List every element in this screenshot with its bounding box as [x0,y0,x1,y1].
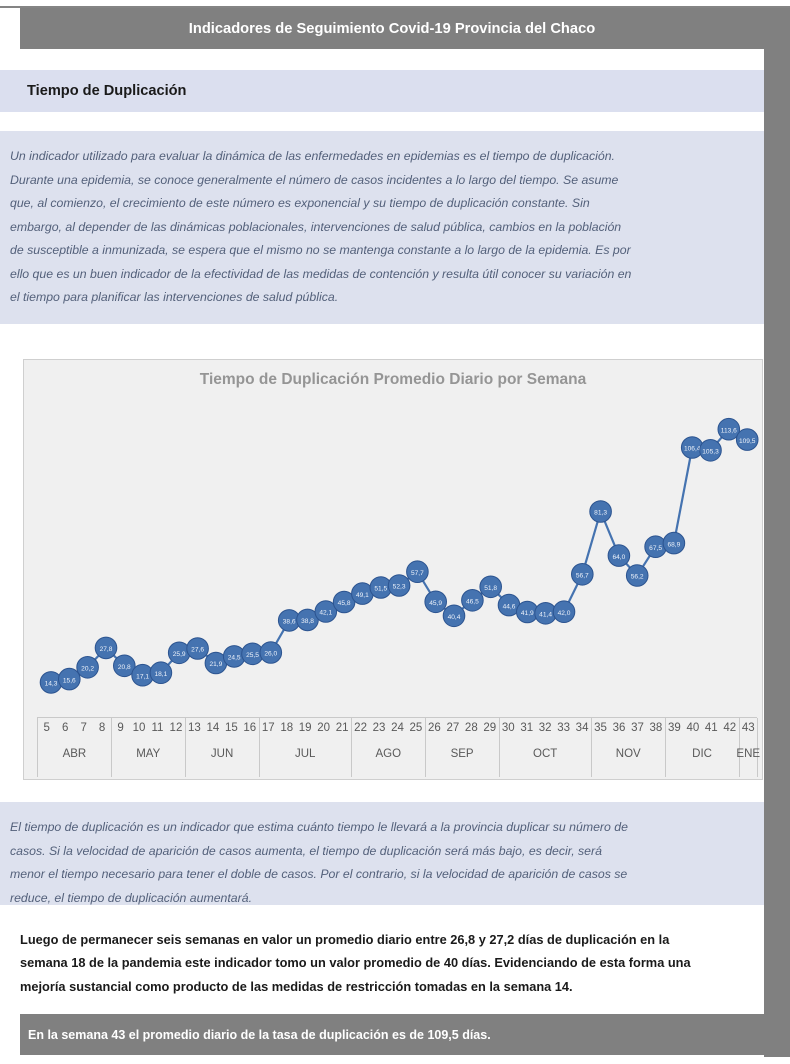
svg-text:25,9: 25,9 [173,651,186,658]
svg-text:21,9: 21,9 [209,661,222,668]
svg-text:81,3: 81,3 [594,510,607,517]
svg-text:18,1: 18,1 [154,671,167,678]
svg-text:113,6: 113,6 [721,427,737,434]
svg-text:46,5: 46,5 [466,599,479,606]
svg-text:15,6: 15,6 [63,677,76,684]
svg-text:51,8: 51,8 [484,585,497,592]
svg-text:24,5: 24,5 [228,655,241,662]
svg-text:40,4: 40,4 [448,614,461,621]
svg-text:67,5: 67,5 [649,545,662,552]
svg-text:25,5: 25,5 [246,652,259,659]
svg-text:68,9: 68,9 [667,541,680,548]
svg-text:44,6: 44,6 [503,603,516,610]
svg-text:20,8: 20,8 [118,664,131,671]
svg-text:42,1: 42,1 [319,610,332,617]
svg-text:26,0: 26,0 [264,651,277,658]
svg-text:64,0: 64,0 [612,554,625,561]
svg-text:42,0: 42,0 [558,610,571,617]
svg-text:38,8: 38,8 [301,618,314,625]
svg-text:27,6: 27,6 [191,647,204,654]
svg-text:56,7: 56,7 [576,573,589,580]
svg-text:41,4: 41,4 [539,612,552,619]
svg-text:105,3: 105,3 [702,449,719,456]
svg-text:56,2: 56,2 [631,574,644,581]
svg-text:52,3: 52,3 [393,584,406,591]
svg-text:14,3: 14,3 [45,681,58,688]
svg-text:109,5: 109,5 [739,438,756,445]
svg-text:45,8: 45,8 [338,600,351,607]
svg-text:51,5: 51,5 [374,586,387,593]
svg-text:45,9: 45,9 [429,600,442,607]
svg-text:106,4: 106,4 [684,446,701,453]
svg-text:41,9: 41,9 [521,610,534,617]
svg-text:17,1: 17,1 [136,673,149,680]
svg-text:57,7: 57,7 [411,570,424,577]
svg-text:20,2: 20,2 [81,666,94,673]
svg-text:38,6: 38,6 [283,619,296,626]
svg-text:49,1: 49,1 [356,592,369,599]
svg-text:27,8: 27,8 [100,646,113,653]
